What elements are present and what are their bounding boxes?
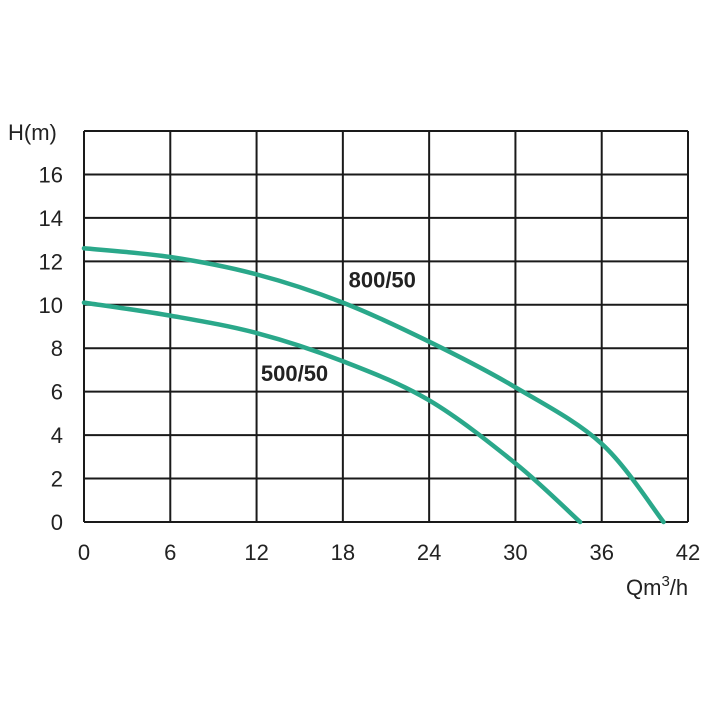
series-label-500-50: 500/50 xyxy=(261,361,328,386)
y-tick-label-4: 8 xyxy=(51,336,63,361)
x-axis-title-unit: /h xyxy=(670,575,688,600)
y-tick-label-6: 12 xyxy=(39,249,63,274)
y-tick-labels: 0 2 4 6 8 10 12 14 16 xyxy=(39,162,63,535)
x-tick-label-0: 0 xyxy=(78,540,90,565)
x-axis-title: Qm3/h xyxy=(626,573,688,600)
x-axis-title-superscript: 3 xyxy=(661,573,669,590)
y-tick-label-3: 6 xyxy=(51,380,63,405)
y-tick-label-8: 16 xyxy=(39,162,63,187)
x-tick-label-4: 24 xyxy=(417,540,441,565)
series-curve-800-50 xyxy=(81,246,666,525)
series-curve-500-50 xyxy=(81,300,583,525)
x-tick-label-7: 42 xyxy=(676,540,700,565)
y-tick-label-1: 2 xyxy=(51,467,63,492)
x-tick-label-5: 30 xyxy=(503,540,527,565)
y-tick-label-7: 14 xyxy=(39,206,63,231)
series-label-800-50: 800/50 xyxy=(349,267,416,292)
y-tick-label-0: 0 xyxy=(51,510,63,535)
x-tick-labels: 0 6 12 18 24 30 36 42 xyxy=(78,540,700,565)
grid xyxy=(83,130,689,523)
x-tick-label-1: 6 xyxy=(164,540,176,565)
x-tick-label-2: 12 xyxy=(244,540,268,565)
x-axis-title-main: Qm xyxy=(626,575,661,600)
y-axis-title: H(m) xyxy=(8,120,57,145)
curves xyxy=(81,246,666,525)
series-labels: 800/50 500/50 xyxy=(261,267,416,385)
x-tick-label-3: 18 xyxy=(331,540,355,565)
x-tick-label-6: 36 xyxy=(589,540,613,565)
y-tick-label-2: 4 xyxy=(51,423,63,448)
y-tick-label-5: 10 xyxy=(39,293,63,318)
